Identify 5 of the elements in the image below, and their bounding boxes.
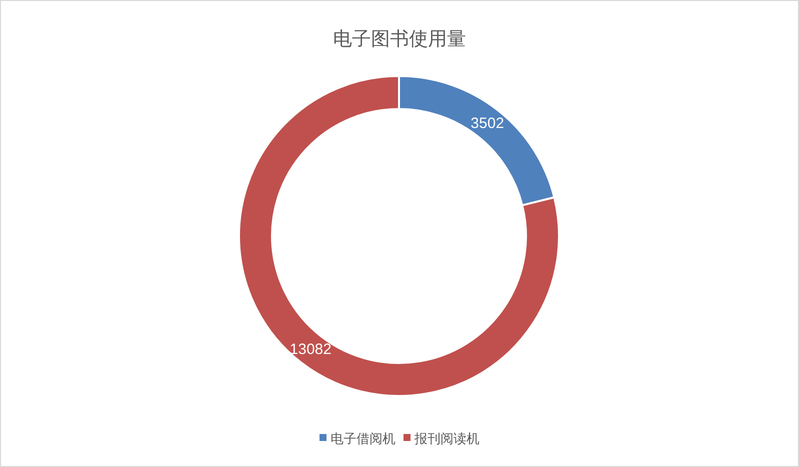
- data-label: 3502: [470, 114, 504, 132]
- legend-label: 报刊阅读机: [414, 431, 480, 446]
- chart-title: 电子图书使用量: [333, 29, 466, 50]
- legend-label: 电子借阅机: [330, 431, 396, 446]
- data-label: 13082: [290, 341, 332, 358]
